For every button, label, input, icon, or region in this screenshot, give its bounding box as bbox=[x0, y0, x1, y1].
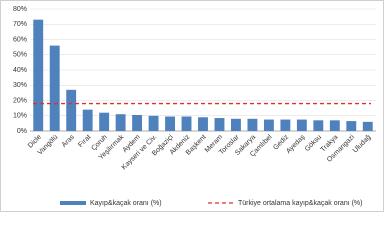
y-tick-label: 70% bbox=[13, 21, 27, 28]
bar bbox=[99, 112, 110, 131]
bar bbox=[115, 114, 126, 131]
bar bbox=[165, 116, 175, 131]
bar bbox=[362, 121, 373, 131]
legend-label: Kayıp&kaçak oranı (%) bbox=[90, 200, 162, 207]
bar bbox=[132, 114, 143, 131]
y-tick-label: 80% bbox=[13, 6, 27, 13]
y-tick-label: 40% bbox=[13, 67, 27, 74]
y-tick-label: 30% bbox=[13, 82, 27, 89]
bar bbox=[198, 117, 208, 131]
y-tick-label: 60% bbox=[13, 36, 27, 43]
bar bbox=[263, 119, 274, 131]
legend-label: Türkiye ortalama kayıp&kaçak oranı (%) bbox=[238, 200, 363, 207]
page: {"chart_data": {"type": "bar", "categori… bbox=[0, 0, 384, 212]
y-tick-label: 0% bbox=[17, 128, 27, 135]
y-tick-label: 10% bbox=[13, 113, 27, 120]
bar bbox=[181, 116, 192, 131]
bar bbox=[49, 45, 60, 131]
bar bbox=[280, 119, 291, 131]
bar bbox=[148, 115, 159, 131]
chart-border bbox=[0, 0, 384, 212]
bar bbox=[231, 118, 241, 131]
bar bbox=[296, 119, 307, 131]
legend-swatch bbox=[60, 201, 86, 205]
bar bbox=[313, 120, 324, 131]
y-tick-label: 50% bbox=[13, 52, 27, 59]
bar bbox=[82, 109, 93, 131]
bar bbox=[33, 19, 44, 131]
bar bbox=[66, 89, 77, 131]
bar bbox=[247, 118, 258, 131]
bar bbox=[346, 121, 357, 131]
bar bbox=[329, 120, 340, 131]
bar bbox=[214, 118, 225, 131]
y-tick-label: 20% bbox=[13, 97, 27, 104]
